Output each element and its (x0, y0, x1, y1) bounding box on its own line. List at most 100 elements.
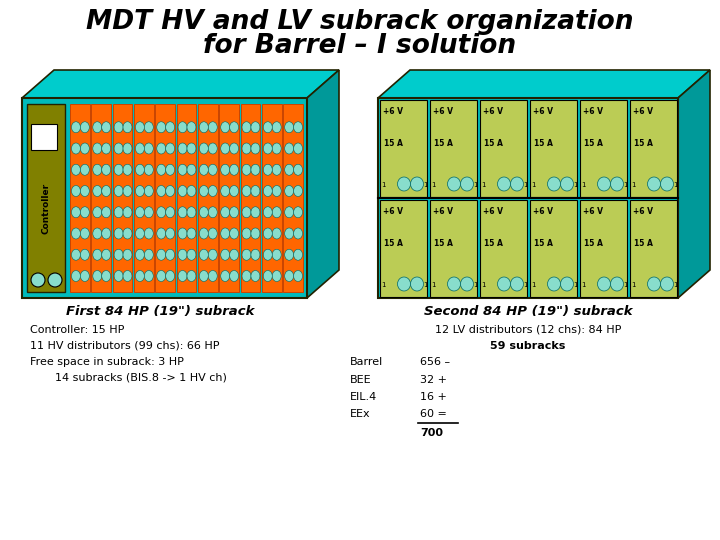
Bar (629, 199, 677, 296)
Text: 1: 1 (481, 282, 485, 288)
Ellipse shape (166, 164, 174, 176)
Ellipse shape (660, 177, 673, 191)
Ellipse shape (71, 271, 81, 281)
Ellipse shape (123, 164, 132, 176)
Bar (430, 199, 477, 296)
Text: +6 V: +6 V (483, 207, 503, 217)
Text: 700: 700 (420, 428, 443, 438)
Ellipse shape (114, 228, 123, 239)
Ellipse shape (397, 177, 410, 191)
Ellipse shape (242, 271, 251, 281)
Text: 1: 1 (572, 182, 577, 188)
Ellipse shape (93, 186, 102, 197)
Ellipse shape (114, 271, 123, 281)
Ellipse shape (208, 271, 217, 281)
Text: +6 V: +6 V (383, 207, 403, 217)
Ellipse shape (199, 122, 208, 133)
Ellipse shape (166, 186, 174, 197)
Text: 32 +: 32 + (420, 375, 447, 385)
Ellipse shape (294, 143, 302, 154)
Text: 15 A: 15 A (534, 138, 552, 147)
Ellipse shape (221, 122, 230, 133)
Ellipse shape (221, 207, 230, 218)
Ellipse shape (114, 249, 123, 260)
Ellipse shape (284, 249, 294, 260)
Ellipse shape (410, 277, 423, 291)
Ellipse shape (199, 186, 208, 197)
Ellipse shape (71, 228, 81, 239)
Text: +6 V: +6 V (533, 207, 553, 217)
Bar (529, 199, 577, 296)
Text: 656 –: 656 – (420, 357, 450, 367)
Ellipse shape (199, 249, 208, 260)
Ellipse shape (187, 164, 196, 176)
Ellipse shape (498, 277, 510, 291)
Ellipse shape (178, 228, 187, 239)
Ellipse shape (264, 271, 272, 281)
Ellipse shape (251, 271, 260, 281)
Text: 59 subracks: 59 subracks (490, 341, 566, 351)
Ellipse shape (272, 228, 282, 239)
Ellipse shape (144, 122, 153, 133)
Text: EIL.4: EIL.4 (350, 392, 377, 402)
Text: 15 A: 15 A (534, 239, 552, 247)
Ellipse shape (294, 122, 302, 133)
Ellipse shape (461, 177, 474, 191)
Text: 1: 1 (523, 282, 527, 288)
Bar (31, 124, 57, 150)
Ellipse shape (251, 143, 260, 154)
Ellipse shape (208, 143, 217, 154)
Ellipse shape (294, 271, 302, 281)
Bar (134, 104, 154, 292)
Text: 1: 1 (631, 182, 635, 188)
Ellipse shape (135, 271, 144, 281)
Ellipse shape (294, 186, 302, 197)
Bar (176, 104, 197, 292)
Ellipse shape (251, 228, 260, 239)
Bar (580, 199, 626, 296)
Ellipse shape (135, 122, 144, 133)
Ellipse shape (102, 186, 111, 197)
Text: +6 V: +6 V (533, 107, 553, 117)
Ellipse shape (123, 122, 132, 133)
Ellipse shape (251, 164, 260, 176)
Ellipse shape (81, 143, 89, 154)
Ellipse shape (284, 228, 294, 239)
Ellipse shape (284, 207, 294, 218)
Ellipse shape (135, 207, 144, 218)
Ellipse shape (264, 207, 272, 218)
Text: 1: 1 (531, 282, 535, 288)
Ellipse shape (294, 207, 302, 218)
Ellipse shape (178, 122, 187, 133)
Ellipse shape (230, 207, 238, 218)
Ellipse shape (208, 228, 217, 239)
Ellipse shape (157, 228, 166, 239)
Bar (22, 98, 307, 298)
Text: 1: 1 (423, 282, 427, 288)
Text: 15 A: 15 A (484, 239, 503, 247)
Ellipse shape (135, 249, 144, 260)
Polygon shape (678, 70, 710, 298)
Ellipse shape (114, 164, 123, 176)
Bar (27, 104, 65, 292)
Text: 15 A: 15 A (384, 138, 402, 147)
Ellipse shape (102, 164, 111, 176)
Text: 11 HV distributors (99 chs): 66 HP: 11 HV distributors (99 chs): 66 HP (30, 341, 220, 351)
Text: Second 84 HP (19") subrack: Second 84 HP (19") subrack (423, 306, 632, 319)
Ellipse shape (208, 249, 217, 260)
Ellipse shape (547, 277, 560, 291)
Text: 1: 1 (623, 182, 627, 188)
Ellipse shape (242, 249, 251, 260)
Ellipse shape (647, 277, 660, 291)
Ellipse shape (251, 186, 260, 197)
Ellipse shape (166, 207, 174, 218)
Text: 1: 1 (431, 182, 436, 188)
Bar (262, 104, 282, 292)
Ellipse shape (272, 164, 282, 176)
Ellipse shape (272, 186, 282, 197)
Ellipse shape (166, 122, 174, 133)
Polygon shape (378, 70, 710, 98)
Ellipse shape (221, 186, 230, 197)
Text: +6 V: +6 V (583, 207, 603, 217)
Ellipse shape (397, 277, 410, 291)
